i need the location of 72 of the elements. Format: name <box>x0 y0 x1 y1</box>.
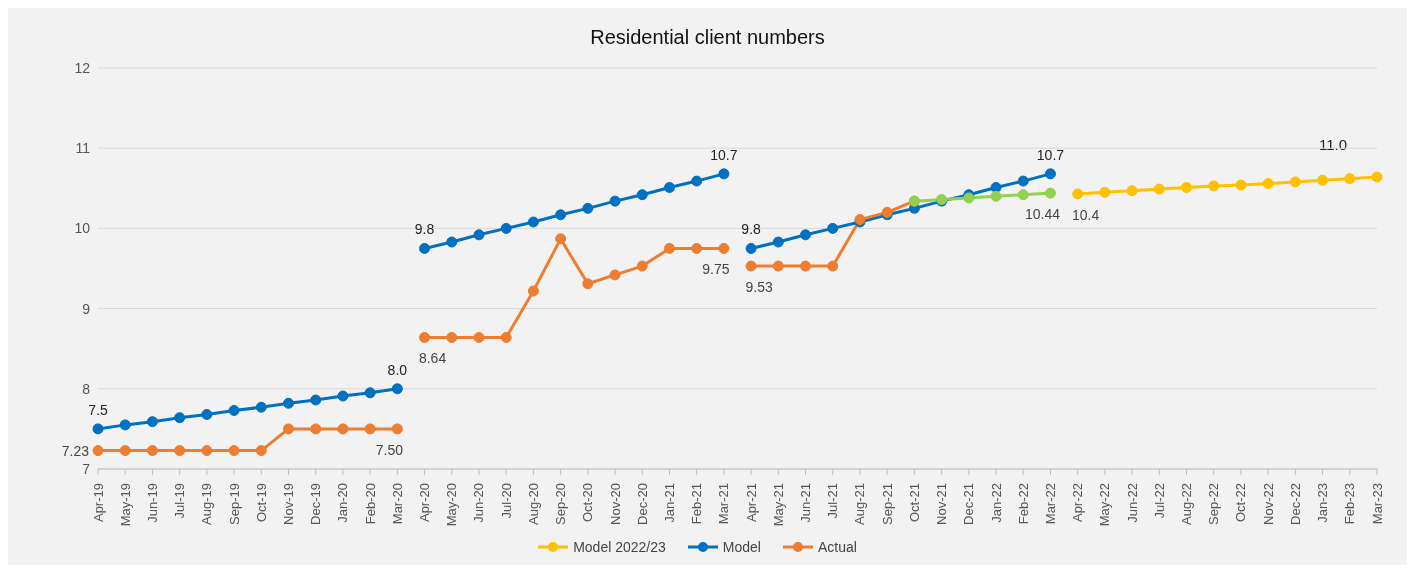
data-label: 7.50 <box>375 441 404 458</box>
x-tick-label: Aug-22 <box>1179 483 1195 525</box>
y-tick-label: 10 <box>74 220 91 237</box>
x-tick-label: Nov-22 <box>1260 483 1276 525</box>
x-tick-label: Jan-23 <box>1315 483 1331 523</box>
data-label: 10.44 <box>1024 206 1061 223</box>
data-label: 10.4 <box>1072 206 1100 223</box>
x-tick-label: May-21 <box>770 483 786 527</box>
data-label: 10.7 <box>710 146 738 163</box>
legend-label: Model 2022/23 <box>573 539 666 555</box>
x-tick-label: Oct-19 <box>253 483 269 523</box>
x-tick-label: Jan-21 <box>661 483 677 523</box>
data-label: 10.7 <box>1036 146 1065 163</box>
x-tick-label: Oct-20 <box>580 483 596 523</box>
data-label: 8.0 <box>387 361 408 378</box>
x-tick-label: Jan-22 <box>988 483 1004 523</box>
y-tick-label: 11 <box>75 140 91 157</box>
x-tick-label: Mar-20 <box>389 483 405 525</box>
annotation: 11.0 <box>1318 136 1347 153</box>
x-tick-label: Dec-19 <box>308 483 324 525</box>
x-tick-label: Aug-21 <box>852 483 868 525</box>
data-label: 9.53 <box>745 279 773 296</box>
legend-label: Model <box>722 539 761 555</box>
y-tick-label: 12 <box>74 59 91 76</box>
legend-label: Actual <box>817 539 857 555</box>
x-tick-label: Jan-20 <box>335 483 351 523</box>
x-tick-label: Sep-22 <box>1206 483 1222 525</box>
x-tick-label: Feb-20 <box>362 483 378 525</box>
x-tick-label: May-20 <box>444 483 460 527</box>
x-tick-label: Jun-20 <box>471 483 487 523</box>
x-tick-label: Jun-21 <box>798 483 814 523</box>
x-tick-label: Feb-23 <box>1342 483 1358 525</box>
x-tick-label: Apr-21 <box>743 483 759 523</box>
y-tick-label: 9 <box>82 300 91 317</box>
x-tick-label: Jul-21 <box>825 483 841 519</box>
data-label: 7.5 <box>88 401 108 418</box>
x-tick-label: Oct-22 <box>1233 483 1249 523</box>
data-label: 9.8 <box>741 221 762 238</box>
x-tick-label: Aug-19 <box>199 483 215 525</box>
x-tick-label: Dec-20 <box>634 483 650 525</box>
x-tick-label: Nov-20 <box>607 483 623 525</box>
data-label: 9.8 <box>414 221 435 238</box>
x-tick-label: Jul-19 <box>172 483 188 519</box>
x-tick-label: Apr-19 <box>90 483 106 523</box>
x-tick-label: Dec-21 <box>961 483 977 525</box>
x-tick-label: Oct-21 <box>906 483 922 523</box>
data-label: 9.75 <box>702 261 730 278</box>
x-tick-label: Aug-20 <box>525 483 541 525</box>
x-tick-label: Sep-20 <box>553 483 569 525</box>
x-tick-label: Apr-22 <box>1070 483 1086 523</box>
x-tick-label: Jun-22 <box>1124 483 1140 523</box>
data-label: 7.23 <box>61 442 90 459</box>
x-tick-label: May-22 <box>1097 483 1113 527</box>
x-tick-label: Jun-19 <box>144 483 160 523</box>
x-tick-label: Dec-22 <box>1287 483 1303 525</box>
x-tick-label: Mar-21 <box>716 483 732 525</box>
x-tick-label: Apr-20 <box>417 483 433 523</box>
data-label: 8.64 <box>418 350 447 367</box>
y-tick-label: 8 <box>82 380 91 397</box>
x-tick-label: Nov-19 <box>280 483 296 525</box>
x-tick-label: Mar-22 <box>1042 483 1058 525</box>
y-tick-label: 7 <box>82 460 91 477</box>
x-tick-label: Nov-21 <box>934 483 950 525</box>
x-tick-label: Jul-20 <box>498 483 514 519</box>
x-tick-label: Mar-23 <box>1369 483 1385 525</box>
x-tick-label: Sep-19 <box>226 483 242 525</box>
x-tick-label: Feb-22 <box>1015 483 1031 525</box>
x-tick-label: Sep-21 <box>879 483 895 525</box>
chart-title: Residential client numbers <box>589 26 826 49</box>
x-tick-label: May-19 <box>117 483 133 527</box>
x-tick-label: Feb-21 <box>689 483 705 525</box>
x-tick-label: Jul-22 <box>1151 483 1167 519</box>
